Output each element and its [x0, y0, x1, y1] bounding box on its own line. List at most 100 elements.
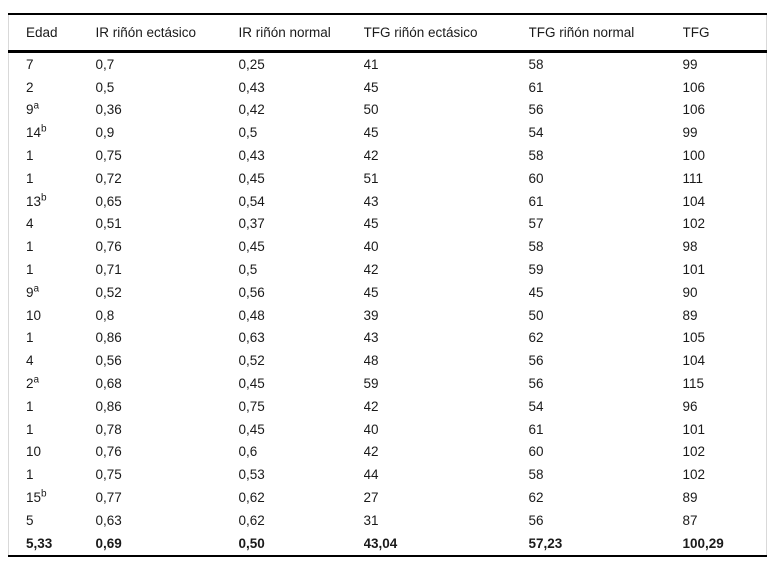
table-cell: 0,75 — [95, 467, 122, 483]
table-cell: 0,86 — [95, 330, 122, 346]
table-cell: 5 — [26, 512, 34, 528]
table-cell: 0,37 — [238, 216, 265, 232]
table-cell: 101 — [682, 421, 706, 437]
table-cell: 0,48 — [238, 307, 265, 323]
table-cell: 99 — [682, 125, 698, 141]
table-row: 2 0,5 0,43 45 61 106 — [9, 76, 767, 99]
table-cell: 0,45 — [238, 376, 265, 392]
table-row: 1 0,86 0,63 43 62 105 — [9, 327, 767, 350]
table-cell: 115 — [682, 376, 705, 392]
col-header-ir-rinon-ectasico: IR riñón ectásico — [95, 14, 239, 53]
table-cell: 1 — [26, 421, 34, 437]
mean-row: 5,33 0,69 0,50 43,04 57,23 100,29 — [9, 532, 767, 556]
table-cell: 10 — [26, 307, 42, 323]
table-cell: 0,68 — [95, 376, 122, 392]
table-cell: 0,54 — [238, 193, 265, 209]
table-cell: 0,45 — [238, 421, 265, 437]
table-cell: 0,62 — [238, 490, 265, 506]
table-cell: 43 — [363, 193, 379, 209]
table-cell: 99 — [682, 56, 698, 72]
table-cell: 61 — [528, 79, 544, 95]
table-cell: 1 — [26, 398, 34, 414]
table-cell: 1 — [26, 170, 34, 186]
table-cell: 61 — [528, 193, 544, 209]
table-cell: 101 — [682, 262, 706, 278]
table-cell: 0,75 — [238, 398, 265, 414]
table-cell: 42 — [363, 398, 379, 414]
table-cell: 0,52 — [95, 284, 122, 300]
table-row: 15b 0,77 0,62 27 62 89 — [9, 486, 767, 509]
table-cell: 50 — [363, 102, 379, 118]
table-row: 4 0,56 0,52 48 56 104 — [9, 349, 767, 372]
table-cell: 43 — [363, 330, 379, 346]
table-cell: 111 — [682, 170, 704, 186]
table-cell: 0,7 — [95, 56, 115, 72]
table-cell: 1 — [26, 239, 34, 255]
table-cell: 60 — [528, 170, 544, 186]
table-cell: 56 — [528, 512, 544, 528]
table-cell: 102 — [682, 467, 706, 483]
table-cell: 0,51 — [95, 216, 122, 232]
table-row: 10 0,76 0,6 42 60 102 — [9, 441, 767, 464]
table-row: 7 0,7 0,25 41 58 99 — [9, 52, 767, 76]
table-cell: 48 — [363, 353, 379, 369]
table-cell: 100 — [682, 148, 706, 164]
table-cell: 102 — [682, 444, 706, 460]
table-cell: 0,75 — [95, 148, 122, 164]
table-cell: 0,56 — [238, 284, 265, 300]
table-cell: 62 — [528, 490, 544, 506]
col-header-tfg-rinon-normal: TFG riñón normal — [528, 14, 683, 53]
edad-superscript: b — [41, 123, 47, 135]
table-cell: 0,25 — [238, 56, 265, 72]
table-cell: 0,43 — [238, 148, 265, 164]
table-cell: 0,45 — [238, 170, 265, 186]
table-cell: 45 — [363, 125, 379, 141]
table-cell: 0,62 — [238, 512, 265, 528]
edad-superscript: a — [33, 100, 40, 112]
table-row: 1 0,86 0,75 42 54 96 — [9, 395, 767, 418]
table-cell: 96 — [682, 398, 698, 414]
table-cell: 100,29 — [682, 535, 724, 551]
edad-superscript: a — [33, 374, 40, 386]
table-cell: 45 — [528, 284, 544, 300]
table-cell: 0,86 — [95, 398, 122, 414]
table-cell: 0,6 — [238, 444, 258, 460]
table-row: 1 0,76 0,45 40 58 98 — [9, 235, 767, 258]
table-cell: 1 — [26, 467, 34, 483]
table-cell: 89 — [682, 490, 698, 506]
table-cell: 0,71 — [95, 262, 122, 278]
table-row: 13b 0,65 0,54 43 61 104 — [9, 190, 767, 213]
table-cell: 89 — [682, 307, 698, 323]
table-row: 9a 0,36 0,42 50 56 106 — [9, 99, 767, 122]
table-cell: 40 — [363, 421, 379, 437]
table-cell: 0,5 — [95, 79, 115, 95]
edad-superscript: b — [41, 192, 47, 204]
table-cell: 45 — [363, 216, 379, 232]
table-cell: 9a — [26, 283, 40, 300]
table-cell: 57,23 — [528, 535, 563, 551]
table-cell: 90 — [682, 284, 698, 300]
table-cell: 0,63 — [95, 512, 122, 528]
table-cell: 0,5 — [238, 125, 258, 141]
table-cell: 57 — [528, 216, 544, 232]
table-row: 1 0,75 0,43 42 58 100 — [9, 144, 767, 167]
table-cell: 0,69 — [95, 535, 122, 551]
table-cell: 41 — [363, 56, 379, 72]
table-cell: 40 — [363, 239, 379, 255]
table-cell: 56 — [528, 376, 544, 392]
table-cell: 56 — [528, 353, 544, 369]
table-cell: 45 — [363, 284, 379, 300]
table-cell: 58 — [528, 467, 544, 483]
table-row: 5 0,63 0,62 31 56 87 — [9, 509, 767, 532]
edad-superscript: a — [33, 283, 40, 295]
table-cell: 0,8 — [95, 307, 115, 323]
table-cell: 54 — [528, 125, 544, 141]
table-cell: 2a — [26, 374, 40, 392]
table-cell: 104 — [682, 353, 706, 369]
table-cell: 0,9 — [95, 125, 115, 141]
table-cell: 0,56 — [95, 353, 122, 369]
table-cell: 0,42 — [238, 102, 265, 118]
table-cell: 9a — [26, 100, 40, 118]
table-cell: 0,77 — [95, 490, 122, 506]
